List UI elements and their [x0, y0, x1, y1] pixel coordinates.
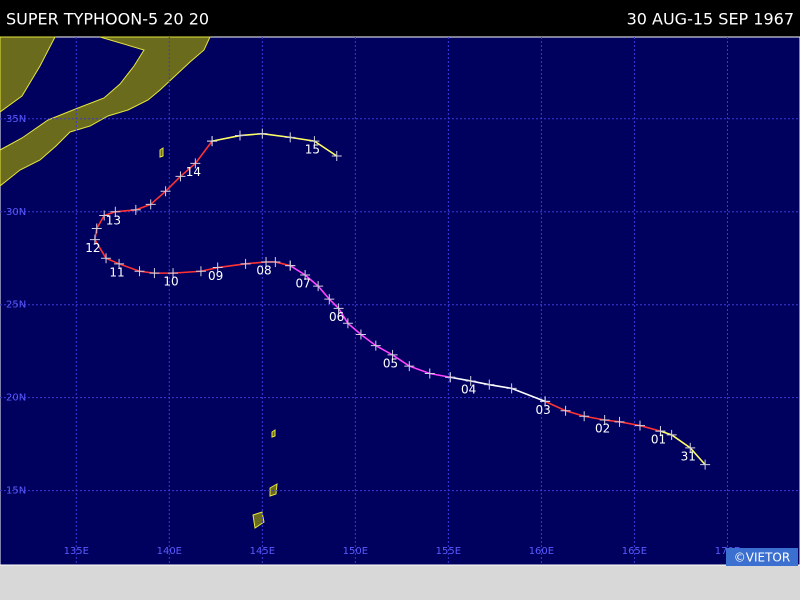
track-segment	[211, 132, 338, 157]
day-label: 01	[651, 433, 666, 447]
track-point	[342, 318, 353, 329]
track-point	[324, 294, 335, 305]
track-point	[655, 426, 666, 437]
day-label: 13	[106, 213, 121, 227]
track-point	[685, 442, 696, 453]
day-label: 03	[535, 403, 550, 417]
day-label: 31	[681, 449, 696, 463]
day-label: 14	[186, 165, 201, 179]
track-point	[309, 136, 320, 147]
track-point	[114, 258, 125, 269]
day-label: 15	[305, 143, 320, 157]
track-point	[599, 414, 610, 425]
lat-tick-label: 35N	[6, 114, 26, 125]
lon-tick-label: 145E	[250, 546, 275, 557]
track-point	[285, 132, 296, 143]
credit: ©VIETOR	[734, 551, 790, 565]
lon-tick-label: 135E	[64, 546, 89, 557]
day-label: 08	[256, 263, 271, 277]
track-point	[240, 258, 251, 269]
track-point	[387, 349, 398, 360]
track-point	[195, 266, 206, 277]
track-point	[160, 186, 171, 197]
track-point	[168, 268, 179, 279]
lon-tick-label: 165E	[622, 546, 647, 557]
track-point	[270, 256, 281, 267]
header-bar	[0, 0, 800, 37]
track-point	[285, 260, 296, 271]
track-point	[579, 411, 590, 422]
track-point	[134, 266, 145, 277]
track-point	[300, 269, 311, 280]
lat-tick-label: 25N	[6, 300, 26, 311]
track-point	[261, 256, 272, 267]
lon-tick-label: 160E	[529, 546, 554, 557]
credit-badge	[726, 548, 798, 566]
track-point	[149, 268, 160, 279]
dates: 30 AUG-15 SEP 1967	[627, 10, 794, 29]
day-label: 11	[109, 265, 124, 279]
title: SUPER TYPHOON-5 20 20	[6, 10, 209, 29]
track-point	[355, 329, 366, 340]
track-point	[257, 128, 268, 139]
day-label: 06	[329, 310, 344, 324]
track-point	[465, 375, 476, 386]
track-point	[424, 368, 435, 379]
japan	[0, 36, 211, 187]
land	[0, 36, 278, 529]
track-point	[99, 210, 110, 221]
day-label: 07	[295, 276, 310, 290]
island	[159, 147, 164, 158]
day-label: 10	[163, 275, 178, 289]
day-label: 02	[595, 421, 610, 435]
track-point	[614, 416, 625, 427]
track-point	[130, 204, 141, 215]
day-label: 04	[461, 382, 476, 396]
track-point	[331, 150, 342, 161]
track-point	[506, 383, 517, 394]
map-layer: 135E140E145E150E155E160E165E170E15N20N25…	[0, 37, 800, 565]
track-segment	[660, 430, 706, 466]
track-point	[635, 420, 645, 431]
track-point	[207, 136, 218, 147]
lon-tick-label: 140E	[157, 546, 182, 557]
track-point	[404, 361, 415, 372]
island	[271, 429, 276, 438]
island	[269, 483, 278, 497]
track-point	[190, 158, 201, 169]
island	[252, 511, 265, 529]
lon-tick-label: 155E	[436, 546, 461, 557]
track-segment	[289, 264, 451, 379]
lat-tick-label: 15N	[6, 486, 26, 497]
lat-tick-label: 30N	[6, 207, 26, 218]
track-point	[145, 199, 156, 210]
track-point	[333, 303, 344, 314]
track-point	[235, 130, 245, 141]
track-point	[700, 459, 711, 470]
track-point	[89, 234, 100, 245]
track-point	[445, 372, 456, 383]
track-point	[484, 379, 495, 390]
track-point	[91, 223, 102, 234]
track-point	[110, 206, 121, 217]
track-point	[101, 253, 112, 264]
track-point	[560, 405, 571, 416]
mainland	[0, 36, 56, 113]
track-point	[370, 340, 381, 351]
lon-tick-label: 150E	[343, 546, 368, 557]
day-label: 12	[85, 241, 100, 255]
lat-tick-label: 20N	[6, 393, 26, 404]
day-label: 09	[208, 269, 223, 283]
track-point	[540, 396, 551, 407]
track-point	[313, 281, 324, 292]
track-point	[175, 171, 186, 182]
track-point	[666, 429, 677, 440]
ocean	[0, 36, 800, 566]
day-label: 05	[383, 356, 398, 370]
track-point	[212, 262, 223, 273]
